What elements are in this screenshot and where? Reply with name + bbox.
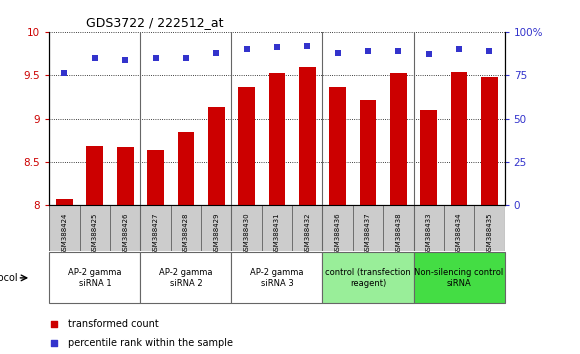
Bar (117, 147, 133, 354)
Bar (420, 110, 437, 354)
Point (90, 55, 100, 61)
Bar (110, 205, 140, 251)
Text: GSM388436: GSM388436 (335, 212, 340, 255)
Point (181, 55, 190, 61)
Text: Non-silencing control
siRNA: Non-silencing control siRNA (415, 268, 503, 287)
Point (333, 50, 342, 56)
Point (273, 45, 282, 50)
Text: GSM388429: GSM388429 (213, 212, 219, 255)
Point (303, 43, 312, 48)
Bar (474, 205, 505, 251)
Point (242, 46, 251, 52)
Bar (177, 132, 194, 354)
Bar (140, 252, 231, 303)
Bar (322, 252, 414, 303)
Point (394, 48, 403, 54)
Text: AP-2 gamma
siRNA 1: AP-2 gamma siRNA 1 (68, 268, 122, 287)
Bar (292, 205, 322, 251)
Point (121, 57, 130, 62)
Point (212, 50, 221, 56)
Text: GSM388438: GSM388438 (396, 212, 401, 255)
Text: GSM388431: GSM388431 (274, 212, 280, 255)
Point (455, 46, 464, 52)
Bar (49, 205, 79, 251)
Bar (299, 67, 316, 354)
Text: GSM388424: GSM388424 (61, 212, 67, 255)
Bar (208, 107, 224, 354)
Bar (231, 205, 262, 251)
Bar (269, 73, 285, 354)
Text: protocol: protocol (0, 273, 17, 283)
Text: GSM388433: GSM388433 (426, 212, 432, 255)
Text: AP-2 gamma
siRNA 2: AP-2 gamma siRNA 2 (159, 268, 213, 287)
Point (314, 266, 323, 271)
Text: GSM388434: GSM388434 (456, 212, 462, 255)
Bar (390, 74, 407, 354)
Bar (444, 205, 474, 251)
Bar (49, 252, 140, 303)
Bar (201, 205, 231, 251)
Text: GSM388427: GSM388427 (153, 212, 158, 255)
Text: GDS3722 / 222512_at: GDS3722 / 222512_at (86, 16, 223, 29)
Bar (353, 205, 383, 251)
Bar (481, 77, 498, 354)
Text: GSM388435: GSM388435 (487, 212, 492, 255)
Point (363, 48, 373, 54)
Bar (79, 205, 110, 251)
Point (314, 88, 323, 94)
Bar (414, 205, 444, 251)
Bar (147, 150, 164, 354)
Bar (322, 205, 353, 251)
Bar (56, 199, 73, 354)
Text: control (transfection
reagent): control (transfection reagent) (325, 268, 411, 287)
Bar (383, 205, 414, 251)
Point (151, 55, 160, 61)
Bar (360, 99, 376, 354)
Text: GSM388426: GSM388426 (122, 212, 128, 255)
Bar (262, 205, 292, 251)
Text: GSM388430: GSM388430 (244, 212, 249, 255)
Bar (86, 146, 103, 354)
Text: GSM388432: GSM388432 (304, 212, 310, 255)
Bar (238, 87, 255, 354)
Text: GSM388428: GSM388428 (183, 212, 189, 255)
Text: GSM388425: GSM388425 (92, 212, 98, 255)
Bar (231, 252, 322, 303)
Point (424, 52, 433, 57)
Text: AP-2 gamma
siRNA 3: AP-2 gamma siRNA 3 (250, 268, 304, 287)
Point (60, 71, 69, 76)
Bar (414, 252, 505, 303)
Text: transformed count: transformed count (67, 319, 158, 329)
Text: percentile rank within the sample: percentile rank within the sample (67, 338, 233, 348)
Point (485, 48, 494, 54)
Bar (171, 205, 201, 251)
Bar (329, 87, 346, 354)
Bar (451, 72, 467, 354)
Text: GSM388437: GSM388437 (365, 212, 371, 255)
Bar (140, 205, 171, 251)
